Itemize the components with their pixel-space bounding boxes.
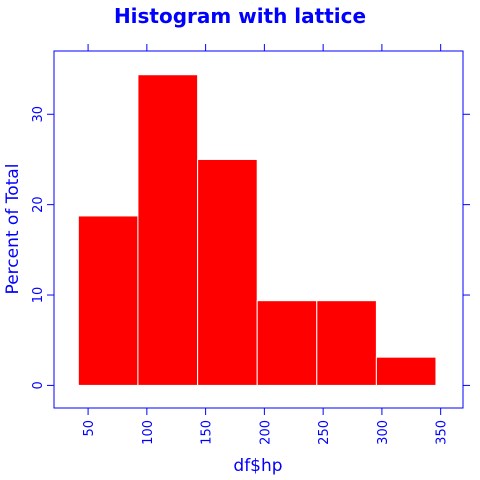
- y-tick-label-10: 10: [31, 287, 46, 304]
- y-tick-label-0: 0: [31, 381, 46, 389]
- histogram-bar-1: [77, 215, 139, 386]
- x-tick-label-50: 50: [82, 420, 97, 437]
- x-tick-label-250: 250: [317, 420, 332, 445]
- histogram-bar-6: [375, 356, 437, 386]
- x-tick-label-300: 300: [376, 420, 391, 445]
- x-tick-label-150: 150: [200, 420, 215, 445]
- y-tick-label-30: 30: [31, 106, 46, 123]
- histogram-bar-2: [137, 74, 199, 386]
- x-tick-label-100: 100: [141, 420, 156, 445]
- histogram-bar-5: [316, 300, 377, 386]
- histogram-bar-4: [256, 300, 318, 386]
- y-tick-label-20: 20: [31, 196, 46, 213]
- chart-title: Histogram with lattice: [114, 4, 366, 28]
- y-axis-label: Percent of Total: [3, 164, 23, 295]
- x-tick-label-350: 350: [435, 420, 450, 445]
- x-tick-label-200: 200: [258, 420, 273, 445]
- bars-group: [77, 74, 437, 386]
- histogram-bar-3: [197, 158, 258, 386]
- x-axis-label: df$hp: [233, 456, 282, 476]
- axis-ticks-group: 50 100 150 200 250 300 350 0 10 20 30: [31, 44, 470, 445]
- plot-frame: [53, 50, 464, 409]
